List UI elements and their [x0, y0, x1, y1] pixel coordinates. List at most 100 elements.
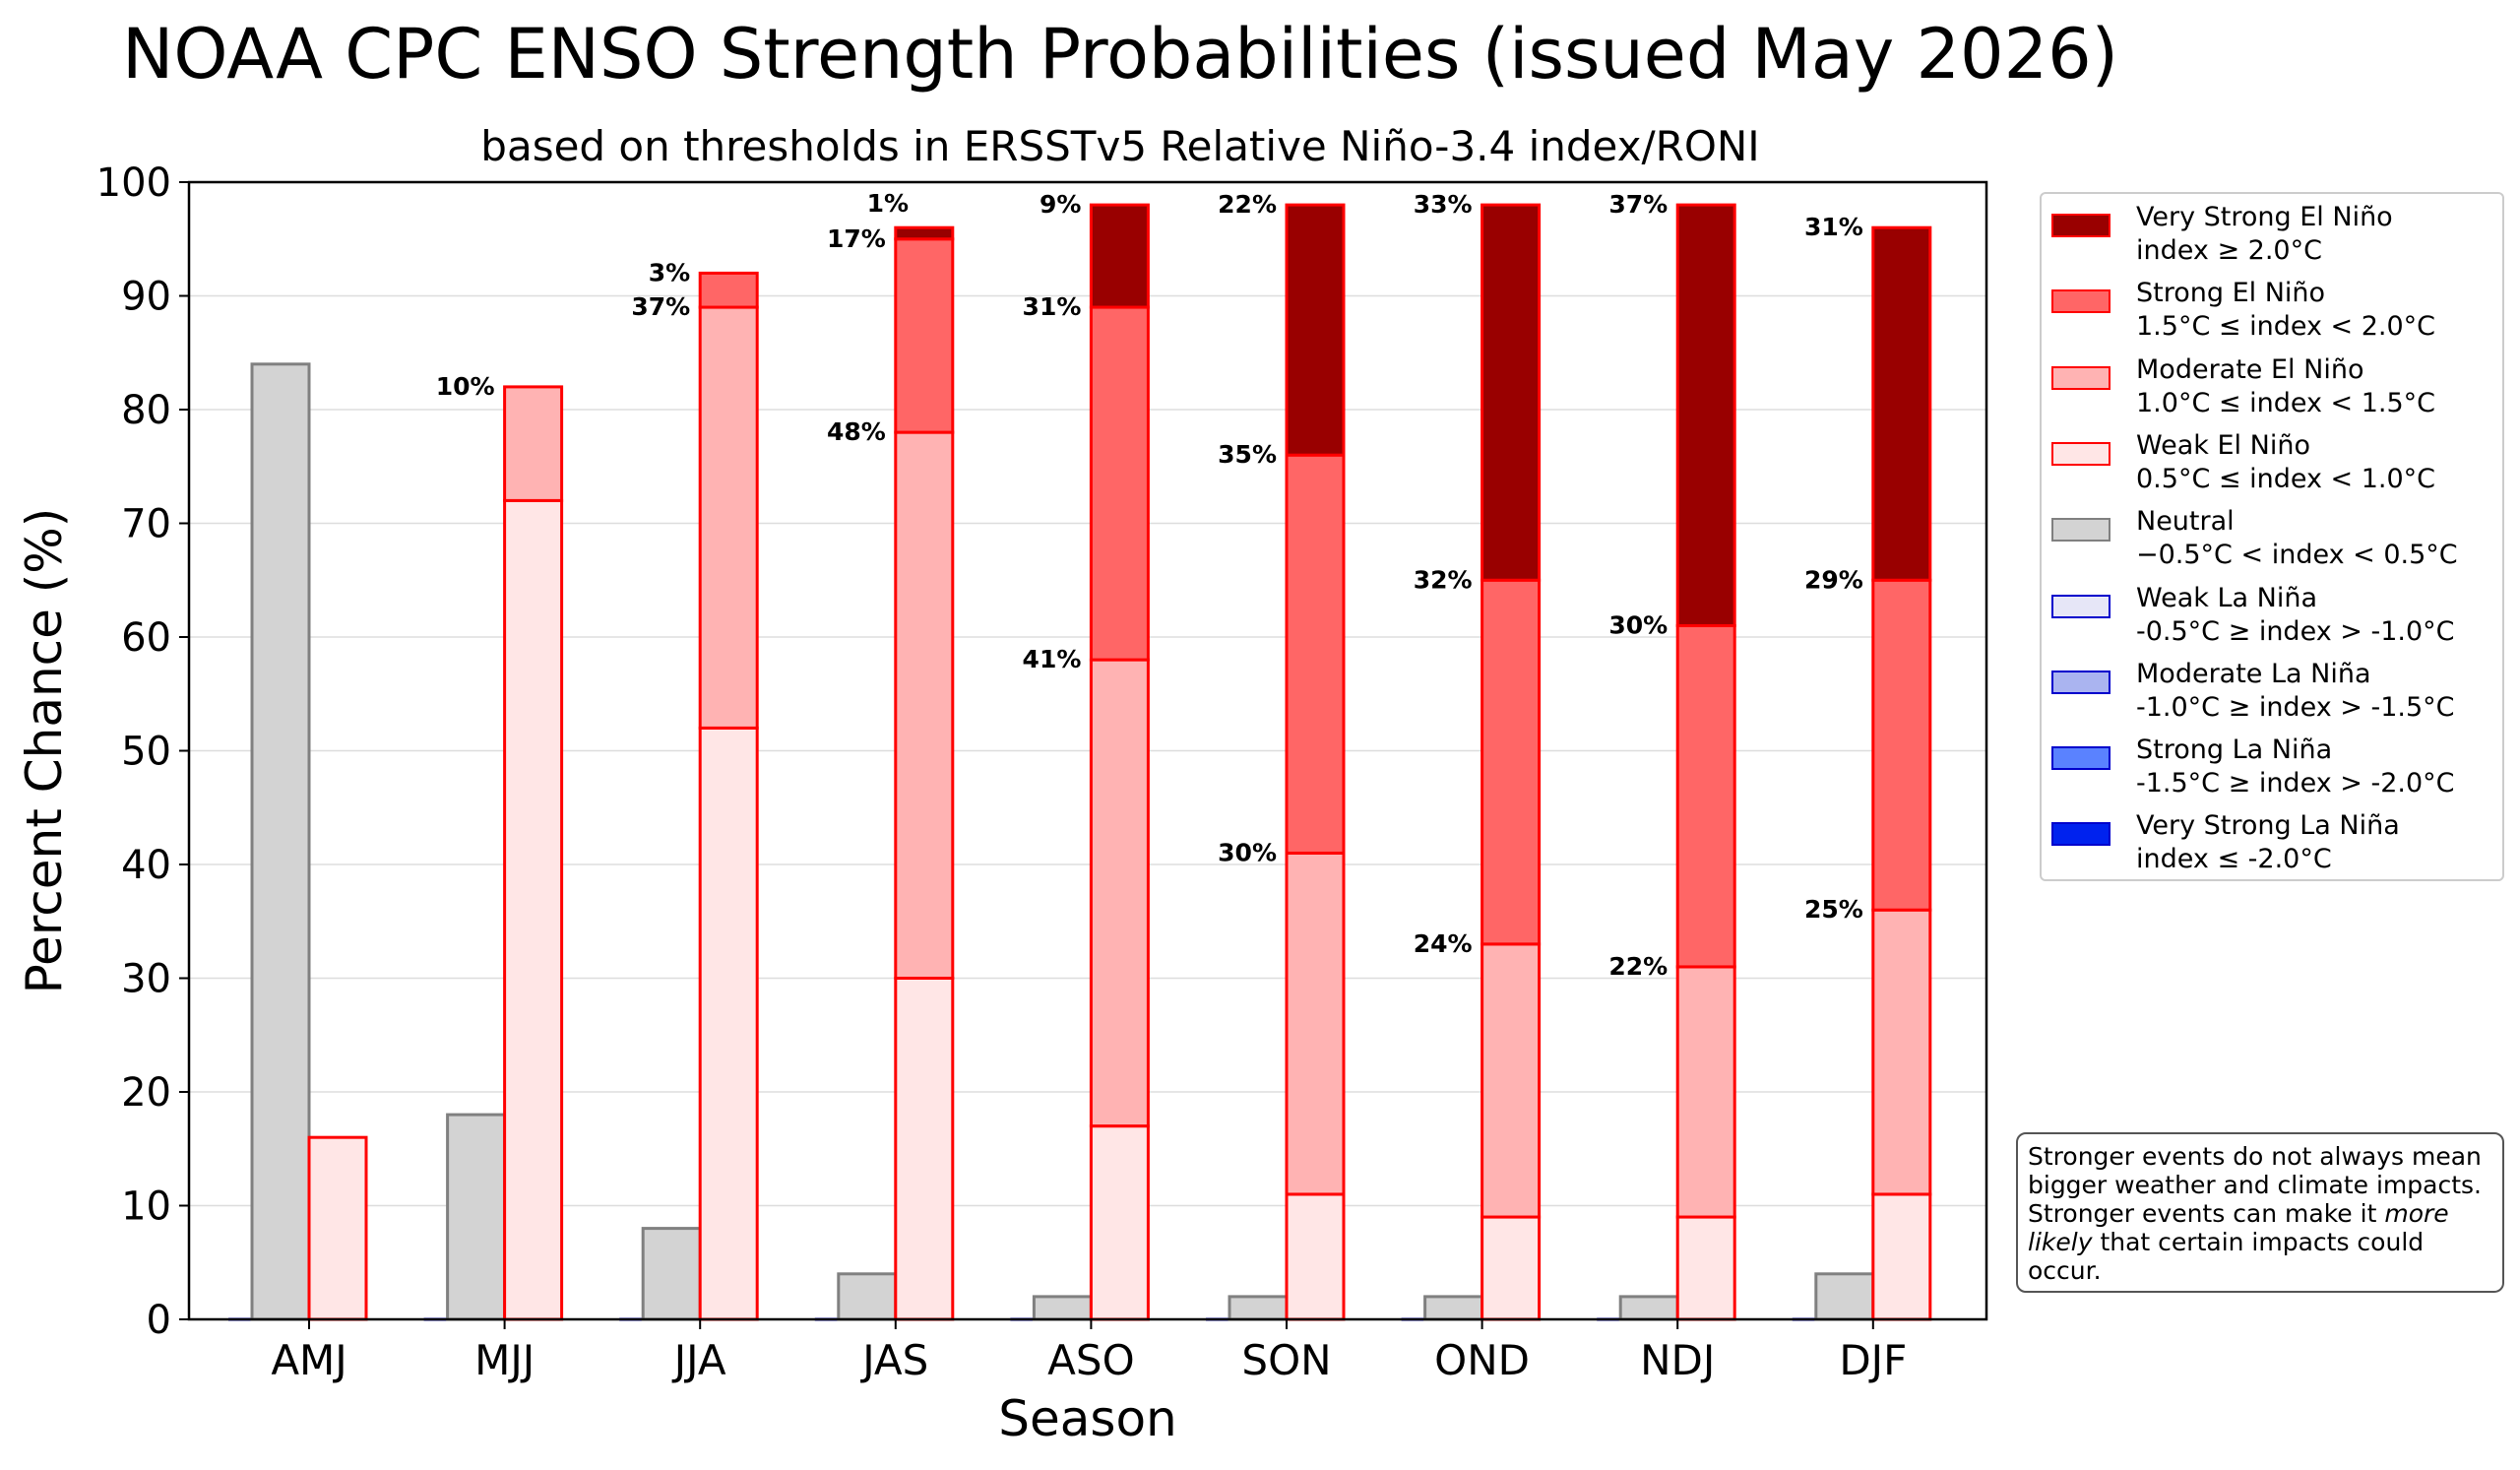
el-nino-bar-segment: [503, 385, 564, 502]
el-nino-bar-segment: [1480, 203, 1542, 582]
legend-swatch: [2051, 822, 2110, 847]
y-tick-label: 10: [121, 1184, 171, 1230]
note-text-2: that certain impacts could occur.: [2028, 1228, 2425, 1285]
legend-label: Strong La Niña: [2136, 735, 2333, 766]
el-nino-bar-segment: [1285, 203, 1346, 457]
note-box: Stronger events do not always mean bigge…: [2016, 1132, 2504, 1293]
legend-swatch: [2051, 594, 2110, 618]
legend-swatch: [2051, 441, 2110, 466]
neutral-bar: [1618, 1295, 1679, 1321]
el-nino-bar-segment: [894, 430, 955, 981]
legend-label: Strong El Niño: [2136, 278, 2326, 309]
y-tick-label: 80: [121, 388, 171, 433]
legend-label: Moderate La Niña: [2136, 658, 2371, 689]
el-nino-bar-segment: [1480, 942, 1542, 1219]
data-label: 30%: [1218, 838, 1277, 866]
data-label: 25%: [1804, 895, 1863, 924]
el-nino-bar-segment: [894, 977, 955, 1321]
legend-range: 0.5°C ≤ index < 1.0°C: [2136, 463, 2436, 494]
neutral-bar: [1814, 1272, 1875, 1321]
legend-range: 1.0°C ≤ index < 1.5°C: [2136, 387, 2436, 418]
legend-swatch: [2051, 518, 2110, 543]
x-tick-label: NDJ: [1640, 1336, 1715, 1384]
neutral-bar: [837, 1272, 898, 1321]
legend-swatch: [2051, 289, 2110, 314]
legend-range: -1.0°C ≥ index > -1.5°C: [2136, 691, 2455, 723]
legend-label: Weak La Niña: [2136, 582, 2318, 613]
y-tick-label: 50: [121, 730, 171, 775]
el-nino-bar-segment: [894, 237, 955, 434]
legend-range: index ≥ 2.0°C: [2136, 235, 2322, 266]
y-tick-label: 100: [96, 160, 171, 206]
el-nino-bar-segment: [894, 225, 955, 241]
data-label: 48%: [827, 417, 886, 446]
el-nino-bar-segment: [1480, 578, 1542, 946]
x-tick-label: DJF: [1839, 1336, 1907, 1384]
data-label: 32%: [1414, 565, 1473, 594]
neutral-bar: [446, 1113, 507, 1321]
y-axis-label: Percent Chance (%): [16, 508, 73, 994]
el-nino-bar-segment: [1285, 851, 1346, 1196]
x-tick-label: OND: [1434, 1336, 1530, 1384]
y-tick-label: 90: [121, 275, 171, 320]
data-label: 3%: [649, 258, 690, 287]
y-tick-label: 30: [121, 957, 171, 1002]
legend-label: Neutral: [2136, 506, 2235, 538]
legend-label: Very Strong El Niño: [2136, 202, 2393, 232]
data-label: 17%: [827, 224, 886, 253]
x-axis-label: Season: [998, 1390, 1176, 1447]
data-label: 33%: [1414, 190, 1473, 219]
neutral-bar: [641, 1227, 702, 1321]
el-nino-bar-segment: [1675, 203, 1736, 627]
data-label: 1%: [867, 189, 909, 218]
data-label: 29%: [1804, 565, 1863, 594]
el-nino-bar-segment: [698, 726, 759, 1321]
legend-range: −0.5°C < index < 0.5°C: [2136, 540, 2458, 571]
el-nino-bar-segment: [1871, 908, 1932, 1196]
el-nino-bar-segment: [1089, 1124, 1150, 1321]
el-nino-bar-segment: [1285, 453, 1346, 855]
el-nino-bar-segment: [698, 305, 759, 730]
chart-title: NOAA CPC ENSO Strength Probabilities (is…: [122, 14, 2118, 95]
el-nino-bar-segment: [1871, 578, 1932, 912]
el-nino-bar-segment: [1675, 623, 1736, 969]
chart-subtitle: based on thresholds in ERSSTv5 Relative …: [480, 122, 1760, 170]
legend-swatch: [2051, 365, 2110, 390]
data-label: 22%: [1608, 952, 1668, 981]
el-nino-bar-segment: [307, 1135, 368, 1321]
data-label: 35%: [1218, 440, 1277, 469]
data-label: 30%: [1608, 610, 1668, 639]
note-emphasis: more likely: [2028, 1199, 2449, 1256]
y-tick-label: 60: [121, 615, 171, 661]
neutral-bar: [1228, 1295, 1289, 1321]
y-tick-label: 70: [121, 502, 171, 547]
legend-range: 1.5°C ≤ index < 2.0°C: [2136, 311, 2436, 343]
legend-label: Very Strong La Niña: [2136, 810, 2400, 842]
legend-range: -1.5°C ≥ index > -2.0°C: [2136, 768, 2455, 799]
x-tick-label: MJJ: [474, 1336, 535, 1384]
data-label: 24%: [1414, 929, 1473, 958]
data-label: 9%: [1040, 190, 1081, 219]
el-nino-bar-segment: [1871, 1192, 1932, 1321]
legend: Very Strong El Niño index ≥ 2.0°C Strong E…: [2040, 192, 2504, 881]
data-label: 41%: [1023, 645, 1082, 673]
legend-label: Weak El Niño: [2136, 429, 2310, 461]
legend-swatch: [2051, 214, 2110, 237]
x-tick-label: JJA: [671, 1336, 726, 1384]
el-nino-bar-segment: [1675, 965, 1736, 1219]
neutral-bar: [1423, 1295, 1484, 1321]
el-nino-bar-segment: [1089, 203, 1150, 309]
legend-label: Moderate El Niño: [2136, 353, 2364, 385]
data-label: 37%: [1608, 190, 1668, 219]
el-nino-bar-segment: [698, 271, 759, 309]
legend-swatch: [2051, 670, 2110, 694]
el-nino-bar-segment: [503, 498, 564, 1321]
x-tick-label: ASO: [1047, 1336, 1134, 1384]
y-tick-label: 40: [121, 843, 171, 888]
y-tick-label: 0: [147, 1298, 171, 1343]
y-tick-label: 20: [121, 1070, 171, 1116]
plot-frame: [187, 180, 1988, 1321]
legend-range: -0.5°C ≥ index > -1.0°C: [2136, 615, 2455, 647]
legend-range: index ≤ -2.0°C: [2136, 844, 2332, 875]
